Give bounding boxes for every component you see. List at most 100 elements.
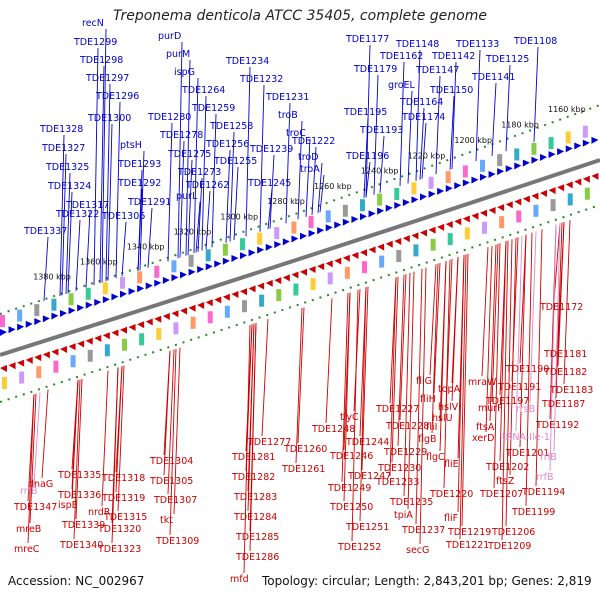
leader-line: [415, 49, 421, 181]
leader-line: [33, 392, 41, 486]
gene-label: TDE1141: [471, 72, 515, 83]
cog-box: [516, 210, 522, 223]
gene-label: dnaG: [28, 479, 53, 490]
reverse-gene-arrow: [34, 354, 42, 362]
reverse-gene-arrow: [25, 356, 33, 364]
leader-line: [29, 393, 37, 524]
reverse-gene-arrow: [77, 340, 85, 348]
gene-label: secG: [406, 545, 429, 556]
cog-box: [550, 199, 556, 212]
gene-label: TDE1262: [185, 180, 229, 191]
gene-label: TDE1296: [95, 91, 139, 102]
forward-gene-arrow: [154, 279, 162, 287]
gene-label: TDE1233: [375, 477, 419, 488]
gene-label: TDE1324: [47, 181, 91, 192]
gene-label: fliI: [426, 422, 437, 433]
leader-line: [535, 229, 543, 487]
gene-label: TDE1335: [57, 470, 101, 481]
gene-label: ftsA: [476, 422, 495, 433]
topology-text: Topology: circular; Length: 2,843,201 bp…: [262, 574, 592, 588]
gene-label: TDE1194: [521, 487, 565, 498]
kbp-ruler: 1160 kbp 1180 kbp 1200 kbp 1220 kbp 1240 kbp…: [33, 105, 586, 281]
leader-line: [163, 350, 171, 476]
leader-line: [205, 190, 211, 250]
leader-line: [247, 323, 255, 512]
leader-line: [115, 101, 121, 279]
gene-label: hslU: [432, 413, 453, 424]
reverse-gene-arrow: [274, 277, 282, 285]
reverse-gene-arrow: [462, 215, 470, 223]
reverse-gene-arrow: [282, 274, 290, 282]
gene-label: fliH: [420, 394, 436, 405]
leader-line: [259, 84, 265, 232]
leader-line: [341, 293, 349, 483]
forward-gene-arrow: [17, 323, 25, 331]
cog-box: [325, 210, 331, 223]
cog-box: [482, 221, 487, 234]
forward-gene-arrow: [540, 153, 547, 161]
leader-line: [557, 221, 565, 367]
leader-line: [553, 223, 561, 302]
leader-line: [429, 264, 437, 376]
reverse-gene-arrow: [351, 251, 359, 259]
gene-label: TDE1174: [401, 112, 445, 123]
leader-line: [43, 236, 49, 302]
gene-label: TDE1337: [23, 226, 67, 237]
gene-label: TDE1181: [543, 349, 587, 360]
gene-label: purL: [176, 191, 198, 202]
forward-gene-arrow: [257, 246, 265, 254]
gene-label: TDE1190: [505, 364, 549, 375]
cog-box: [462, 165, 468, 178]
gene-label: TDE1248: [311, 424, 355, 435]
gene-label: TDE1230: [377, 463, 421, 474]
gene-label: TDE1202: [485, 462, 529, 473]
leader-line: [225, 149, 231, 243]
gene-label: ptsH: [120, 140, 142, 151]
gene-label: TDE1306: [101, 211, 145, 222]
gene-label: mreB: [16, 524, 41, 535]
leader-line: [311, 146, 317, 215]
reverse-gene-arrow: [420, 229, 427, 237]
leader-line: [187, 159, 193, 255]
leader-line: [117, 365, 125, 512]
gene-label: TDE1293: [117, 159, 161, 170]
forward-gene-arrow: [25, 320, 33, 328]
leader-line: [147, 207, 153, 268]
forward-gene-arrow: [402, 199, 410, 207]
gene-label: TDE1199: [511, 507, 555, 518]
leader-line: [461, 253, 469, 527]
gene-label: rrfB: [536, 472, 554, 483]
leader-line: [481, 247, 489, 377]
forward-gene-arrow: [385, 204, 393, 212]
cog-box: [51, 298, 57, 311]
reverse-gene-arrow: [231, 290, 239, 298]
cog-box: [308, 215, 314, 228]
reverse-gene-arrow: [471, 212, 479, 220]
gene-label: troA: [300, 164, 320, 175]
leader-line: [549, 224, 557, 472]
leader-line: [73, 379, 81, 540]
leader-line: [451, 61, 457, 170]
gene-label: TDE1315: [103, 512, 147, 523]
cog-box: [327, 272, 333, 285]
cog-box: [104, 344, 110, 357]
leader-line: [71, 380, 79, 500]
leader-line: [391, 276, 399, 463]
leader-line: [27, 394, 35, 544]
gene-label: TDE1264: [181, 85, 225, 96]
gene-label: TDE1307: [153, 495, 197, 506]
reverse-gene-arrow: [94, 335, 102, 343]
forward-gene-arrow: [428, 190, 436, 198]
gene-label: TDE1281: [231, 452, 275, 463]
gene-label: fliE: [444, 459, 459, 470]
map-title: Treponema denticola ATCC 35405, complete…: [113, 8, 487, 24]
cog-box: [362, 261, 367, 274]
forward-gene-arrow: [171, 274, 179, 282]
gene-label: recN: [82, 18, 104, 29]
cog-box: [120, 276, 125, 289]
kbp-tick-label: 1360 kbp: [80, 257, 118, 266]
gene-label: TDE1229: [383, 447, 427, 458]
leader-line: [555, 222, 563, 399]
leader-line: [351, 289, 359, 542]
gene-label: fliF: [444, 513, 458, 524]
